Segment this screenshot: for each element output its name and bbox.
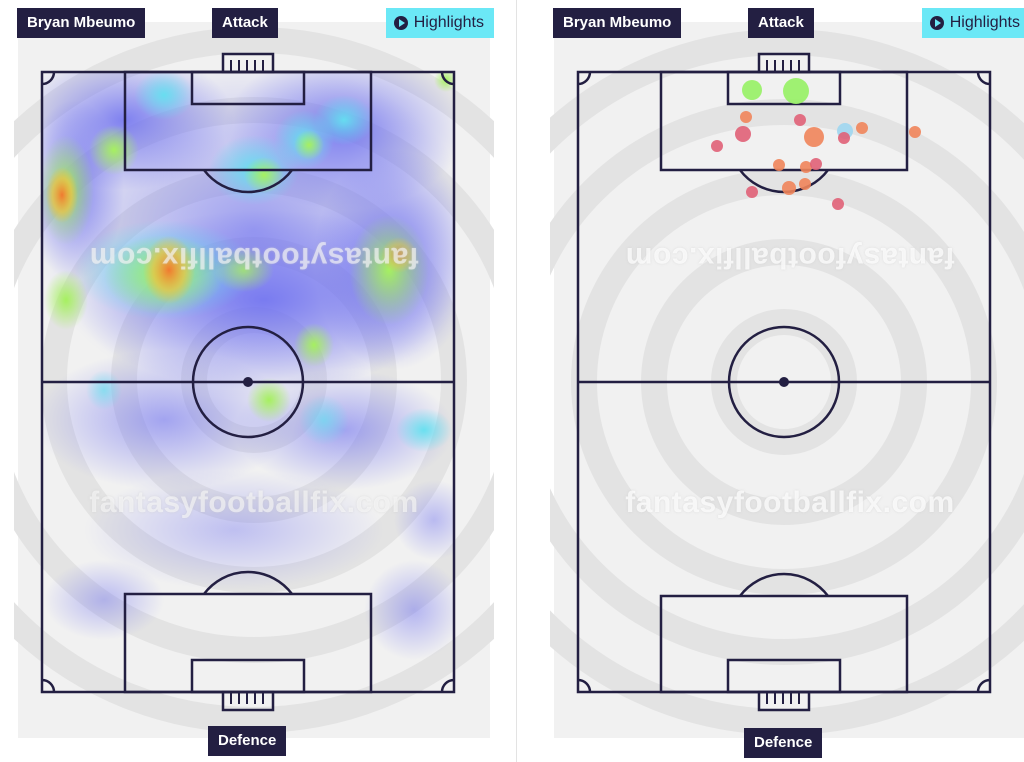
play-icon xyxy=(929,16,944,30)
shot-marker[interactable] xyxy=(838,132,850,144)
defence-label: Defence xyxy=(744,728,823,758)
shot-marker[interactable] xyxy=(783,78,809,104)
highlights-label: Highlights xyxy=(949,14,1020,31)
shot-marker[interactable] xyxy=(804,127,824,147)
shot-marker[interactable] xyxy=(794,114,806,126)
highlights-button[interactable]: Highlights xyxy=(385,8,494,38)
watermark-bottom: fantasyfootballfix.com xyxy=(625,486,955,519)
highlights-label: Highlights xyxy=(413,14,484,31)
highlights-button[interactable]: Highlights xyxy=(921,8,1024,38)
shot-marker[interactable] xyxy=(742,80,762,100)
centre-spot xyxy=(779,377,789,387)
shot-marker[interactable] xyxy=(711,140,723,152)
attack-label: Attack xyxy=(748,8,814,38)
shot-marker[interactable] xyxy=(810,158,822,170)
shot-marker[interactable] xyxy=(800,161,812,173)
player-name-chip: Bryan Mbeumo xyxy=(17,8,146,38)
shot-marker[interactable] xyxy=(740,111,752,123)
shot-marker[interactable] xyxy=(746,186,758,198)
shot-marker[interactable] xyxy=(832,198,844,210)
player-name-chip: Bryan Mbeumo xyxy=(553,8,682,38)
defence-label: Defence xyxy=(208,726,287,756)
heatmap-panel: fantasyfootballfix.com fantasyfootballfi… xyxy=(14,0,494,762)
shot-marker[interactable] xyxy=(735,126,751,142)
shot-marker[interactable] xyxy=(909,126,921,138)
shot-marker[interactable] xyxy=(856,122,868,134)
watermark-bottom: fantasyfootballfix.com xyxy=(89,486,419,519)
shot-markers xyxy=(711,78,921,210)
centre-spot xyxy=(243,377,253,387)
shotmap-pitch xyxy=(550,22,1024,738)
panel-divider xyxy=(516,0,517,762)
shotmap-panel: fantasyfootballfix.com fantasyfootballfi… xyxy=(550,0,1024,762)
shot-marker[interactable] xyxy=(782,181,796,195)
attack-label: Attack xyxy=(212,8,278,38)
watermark-top: fantasyfootballfix.com xyxy=(89,241,419,274)
shot-marker[interactable] xyxy=(799,178,811,190)
heatmap-blobs xyxy=(42,72,454,660)
play-icon xyxy=(393,16,408,30)
pitch-background xyxy=(554,22,1024,738)
heatmap-pitch xyxy=(14,22,494,738)
watermark-top: fantasyfootballfix.com xyxy=(625,241,955,274)
shot-marker[interactable] xyxy=(773,159,785,171)
